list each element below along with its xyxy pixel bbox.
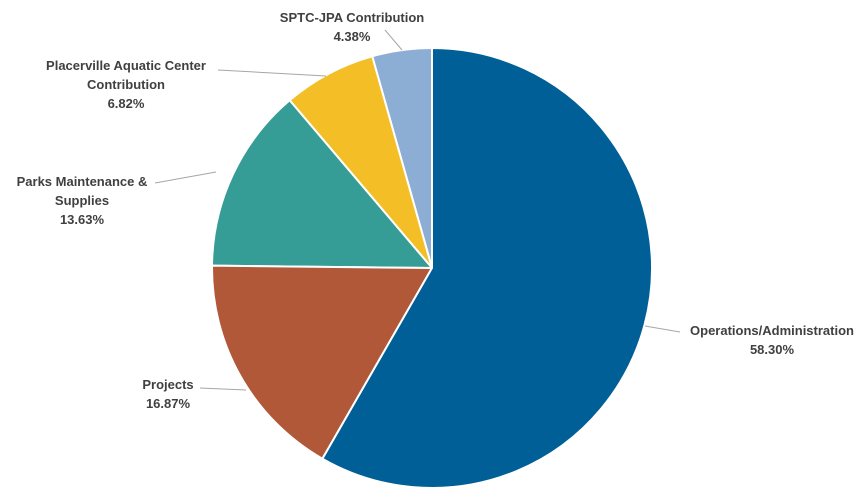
value-label: 58.30% (749, 342, 795, 357)
slice-label: Projects 16.87% (118, 375, 218, 413)
leader-line (384, 29, 403, 51)
leader-line (644, 325, 681, 333)
slice-label: Parks Maintenance & Supplies 13.63% (2, 172, 162, 229)
leader-line (154, 171, 217, 184)
leader-line (217, 69, 327, 77)
category-label: Projects (142, 377, 194, 392)
pie-slice (321, 46, 653, 489)
value-label: 4.38% (333, 29, 371, 44)
category-label: Operations/Administration (690, 323, 854, 338)
slice-label: Placerville Aquatic Center Contribution … (31, 56, 221, 113)
slice-label: SPTC-JPA Contribution 4.38% (247, 8, 457, 46)
leader-line (199, 387, 247, 391)
pie-slice (211, 98, 435, 270)
value-label: 16.87% (145, 396, 191, 411)
category-label: Placerville Aquatic Center Contribution (46, 58, 206, 92)
pie-slice (211, 264, 434, 461)
slice-label: Operations/Administration 58.30% (667, 321, 863, 359)
value-label: 6.82% (107, 96, 145, 111)
category-label: SPTC-JPA Contribution (279, 10, 425, 25)
category-label: Parks Maintenance & Supplies (16, 174, 148, 208)
leader-lines (154, 29, 681, 391)
value-label: 13.63% (59, 212, 105, 227)
